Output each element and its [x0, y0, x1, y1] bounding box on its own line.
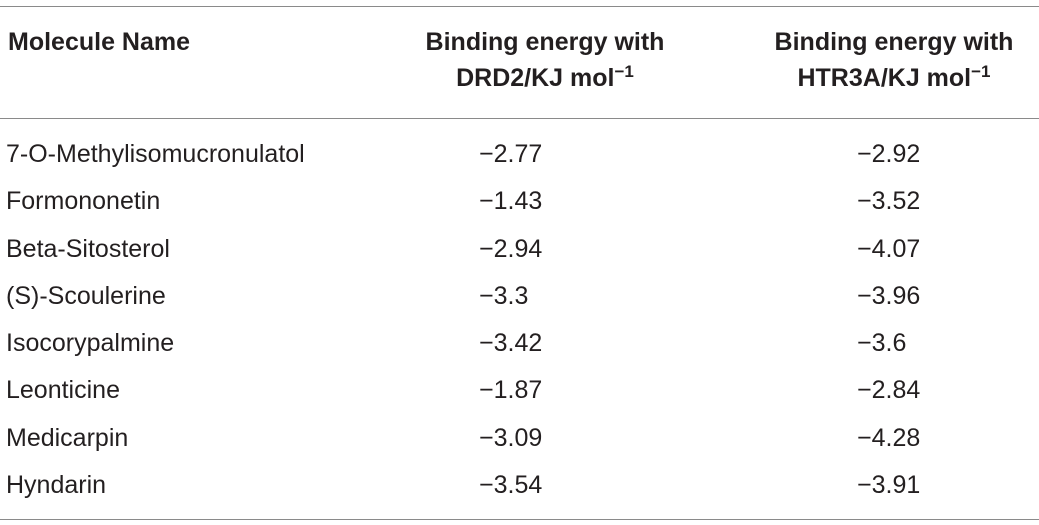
table-row: (S)-Scoulerine −3.3 −3.96 — [0, 273, 1039, 320]
htr3a-energy-cell: −3.6 — [857, 329, 907, 358]
header-rule — [0, 118, 1039, 119]
drd2-energy-cell: −3.54 — [479, 471, 543, 500]
molecule-name-cell: Medicarpin — [6, 423, 129, 452]
table-row: Leonticine −1.87 −2.84 — [0, 367, 1039, 414]
molecule-name-cell: (S)-Scoulerine — [6, 281, 166, 310]
drd2-energy-cell: −1.43 — [479, 187, 543, 216]
htr3a-energy-cell: −3.96 — [857, 281, 921, 310]
table-row: Beta-Sitosterol −2.94 −4.07 — [0, 226, 1039, 273]
header-htr3a-binding-energy: Binding energy with HTR3A/KJ mol−1 — [774, 28, 1014, 92]
htr3a-energy-cell: −4.28 — [857, 423, 921, 452]
htr3a-energy-cell: −2.92 — [857, 140, 921, 168]
htr3a-energy-cell: −2.84 — [857, 376, 921, 405]
table-row: Formononetin −1.43 −3.52 — [0, 178, 1039, 225]
table-bottom-rule — [0, 519, 1039, 520]
drd2-energy-cell: −1.87 — [479, 376, 543, 405]
drd2-energy-cell: −2.94 — [479, 234, 543, 263]
molecule-name-cell: Beta-Sitosterol — [6, 234, 170, 263]
drd2-energy-cell: −3.3 — [479, 281, 529, 310]
exponent: −1 — [614, 62, 634, 81]
drd2-energy-cell: −3.09 — [479, 423, 543, 452]
table-row: 7-O-Methylisomucronulatol −2.77 −2.92 — [0, 131, 1039, 178]
table-row: Isocorypalmine −3.42 −3.6 — [0, 320, 1039, 367]
table-body: 7-O-Methylisomucronulatol −2.77 −2.92 Fo… — [0, 131, 1039, 509]
molecule-name-cell: 7-O-Methylisomucronulatol — [6, 140, 305, 168]
htr3a-energy-cell: −3.52 — [857, 187, 921, 216]
table-row: Hyndarin −3.54 −3.91 — [0, 462, 1039, 509]
header-molecule-name: Molecule Name — [8, 28, 191, 56]
exponent: −1 — [971, 62, 991, 81]
htr3a-energy-cell: −3.91 — [857, 471, 921, 500]
table-top-rule — [0, 6, 1039, 7]
table-row: Medicarpin −3.09 −4.28 — [0, 415, 1039, 462]
header-drd2-binding-energy: Binding energy with DRD2/KJ mol−1 — [425, 28, 665, 92]
drd2-energy-cell: −3.42 — [479, 329, 543, 358]
molecule-name-cell: Isocorypalmine — [6, 329, 175, 358]
molecule-name-cell: Hyndarin — [6, 471, 107, 500]
molecule-name-cell: Formononetin — [6, 187, 161, 216]
htr3a-energy-cell: −4.07 — [857, 234, 921, 263]
molecule-name-cell: Leonticine — [6, 376, 120, 405]
drd2-energy-cell: −2.77 — [479, 140, 543, 168]
